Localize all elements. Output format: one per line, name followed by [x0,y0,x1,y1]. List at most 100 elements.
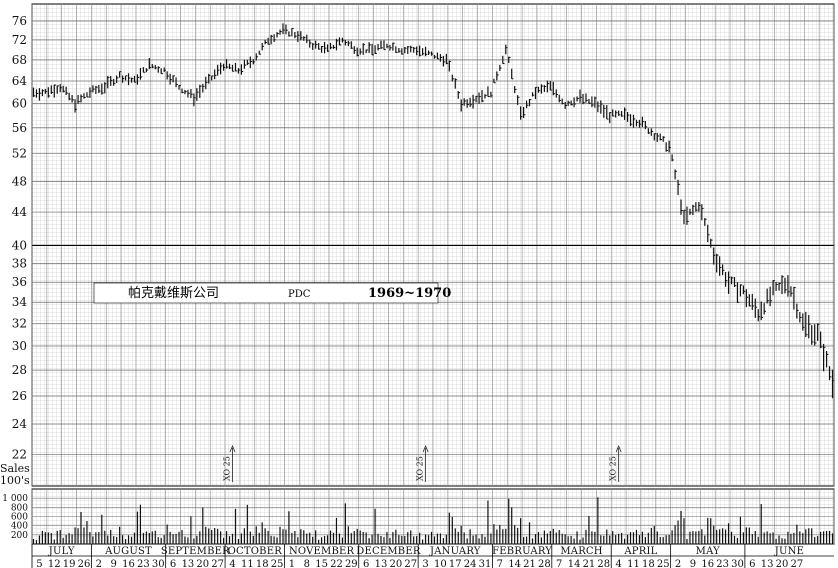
week-date-label: 13 [182,559,195,568]
week-date-label: 6 [170,559,176,568]
week-date-label: 30 [731,559,744,568]
week-date-label: 15 [315,559,328,568]
week-date-label: 25 [271,559,284,568]
price-tick-label: 30 [12,339,27,353]
week-date-label: 4 [229,559,235,568]
volume-tick-label: 600 [11,513,28,523]
month-label: NOVEMBER [289,546,355,557]
week-date-label: 27 [791,559,804,568]
sales-label: Sales [0,462,30,475]
price-series [32,23,835,399]
period-label: 1969~1970 [368,286,451,301]
price-tick-label: 48 [12,175,27,189]
price-tick-label: 34 [12,295,28,309]
week-date-label: 18 [256,559,269,568]
month-label: FEBRUARY [492,546,552,557]
week-date-label: 4 [615,559,621,568]
week-date-label: 20 [390,559,403,568]
week-date-label: 26 [78,559,91,568]
volume-tick-label: 200 [11,531,28,541]
week-date-label: 6 [749,559,755,568]
week-date-label: 16 [122,559,135,568]
week-date-label: 7 [497,559,503,568]
title-box: 帕克戴维斯公司 PDC 1969~1970 [93,282,451,304]
volume-tick-label: 800 [11,503,28,513]
price-tick-label: 72 [12,33,27,47]
month-label: MAY [696,546,720,557]
week-date-label: 3 [422,559,428,568]
week-date-label: 27 [404,559,417,568]
month-label: APRIL [623,546,657,557]
volume-tick-label: 1 000 [2,494,28,504]
price-tick-label: 28 [12,363,27,377]
annotation-label: XO 25 [609,456,618,481]
price-tick-label: 22 [12,447,27,461]
week-date-label: 20 [196,559,209,568]
week-date-label: 7 [556,559,562,568]
annotations: XO 25 XO 25 XO 25 [223,444,622,482]
week-date-label: 23 [716,559,729,568]
week-date-label: 13 [761,559,774,568]
month-label: SEPTEMBER [161,546,230,557]
price-tick-label: 44 [12,205,28,219]
week-date-label: 2 [675,559,681,568]
price-tick-label: 32 [12,316,27,330]
annotation-label: XO 25 [223,456,232,481]
price-tick-label: 56 [12,121,27,135]
sales-unit-label: 100's [0,474,30,487]
price-tick-label: 26 [12,389,27,403]
week-date-label: 17 [449,559,462,568]
annotation-arrowhead [615,444,622,453]
week-date-label: 21 [583,559,596,568]
price-tick-label: 40 [12,238,27,252]
week-date-label: 29 [345,559,358,568]
week-date-label: 30 [152,559,165,568]
price-tick-label: 38 [12,256,27,270]
price-tick-label: 24 [12,417,28,431]
week-date-label: 9 [690,559,696,568]
annotation-arrowhead [422,444,429,453]
price-tick-label: 60 [12,97,27,111]
week-date-label: 14 [568,559,581,568]
month-label: JUNE [774,546,804,557]
week-date-label: 11 [627,559,640,568]
price-tick-label: 64 [12,74,28,88]
annotation-label: XO 25 [416,456,425,481]
week-date-label: 25 [657,559,670,568]
week-date-label: 18 [642,559,655,568]
week-date-label: 20 [776,559,789,568]
week-date-label: 24 [464,559,477,568]
month-label: DECEMBER [356,546,421,557]
price-tick-label: 36 [12,275,27,289]
week-date-label: 16 [701,559,714,568]
week-date-label: 23 [137,559,150,568]
week-date-label: 10 [434,559,447,568]
month-label: JANUARY [429,546,481,557]
month-label: OCTOBER [228,546,283,557]
price-axis: 76 72 68 64 60 56 52 48 44 40 38 36 34 32 30 28 26 24 22 [12,14,28,461]
week-date-label: 2 [96,559,102,568]
week-date-label: 8 [304,559,310,568]
price-tick-label: 76 [12,14,27,28]
chart-grid [31,3,835,545]
week-date-label: 6 [363,559,369,568]
month-label: MARCH [560,546,602,557]
week-date-label: 9 [110,559,116,568]
week-date-label: 21 [523,559,536,568]
chart-title: 帕克戴维斯公司 [128,286,219,301]
week-date-label: 19 [63,559,76,568]
month-label: AUGUST [104,546,152,557]
volume-tick-label: 400 [11,522,28,532]
week-date-label: 31 [479,559,492,568]
week-date-label: 27 [211,559,224,568]
week-date-label: 28 [538,559,551,568]
week-date-label: 11 [241,559,254,568]
week-date-label: 5 [36,559,42,568]
week-date-label: 12 [48,559,61,568]
month-label: JULY [48,546,75,557]
week-date-label: 13 [375,559,388,568]
week-date-label: 1 [289,559,295,568]
week-date-label: 22 [330,559,343,568]
price-tick-label: 68 [12,53,27,67]
